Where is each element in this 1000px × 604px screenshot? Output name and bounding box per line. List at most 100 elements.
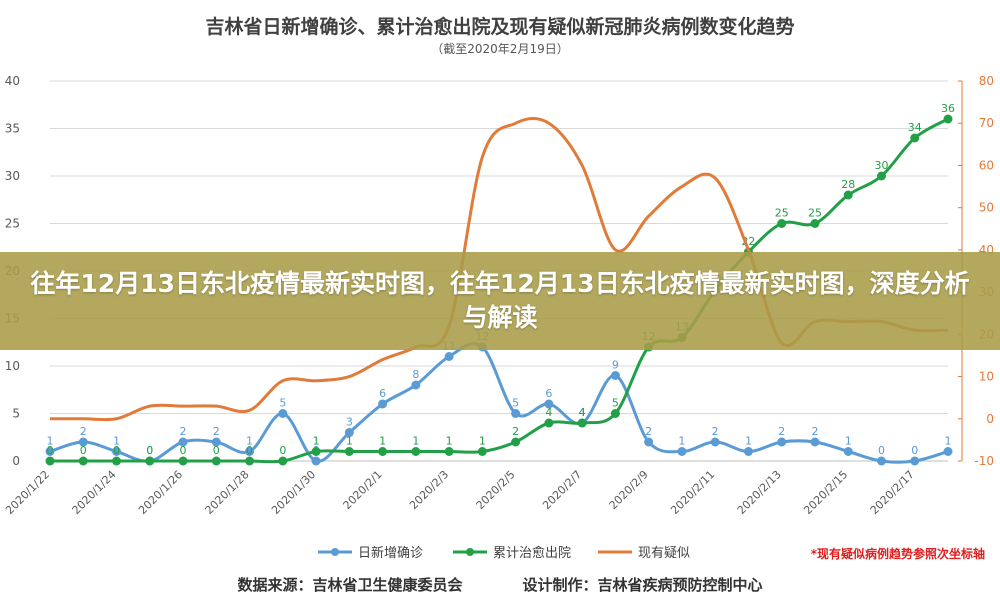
data-point (577, 418, 587, 428)
data-label: 1 (47, 435, 54, 448)
data-label: 1 (479, 435, 486, 448)
data-label: 0 (213, 444, 220, 457)
data-label: 2 (712, 425, 719, 438)
y-tick-label: 35 (5, 122, 20, 136)
y2-tick-label: -10 (974, 454, 994, 468)
data-point (511, 437, 521, 447)
data-point (610, 409, 620, 418)
y2-tick-label: 80 (979, 74, 994, 88)
data-label: 0 (113, 444, 120, 457)
y2-tick-label: 50 (979, 201, 994, 215)
data-label: 0 (279, 444, 286, 457)
data-label: 34 (908, 121, 922, 134)
data-label: 6 (379, 387, 386, 400)
data-label: 25 (775, 207, 789, 220)
data-label: 0 (80, 444, 87, 457)
y2-tick-label: 10 (979, 370, 994, 384)
data-label: 1 (113, 435, 120, 448)
data-point (411, 447, 421, 456)
data-label: 3 (346, 416, 353, 429)
data-label: 5 (512, 397, 519, 410)
data-label: 2 (213, 425, 220, 438)
data-point (810, 437, 820, 447)
chart-title: 吉林省日新增确诊、累计治愈出院及现有疑似新冠肺炎病例数变化趋势 (205, 15, 794, 38)
data-point (843, 190, 853, 200)
data-point (178, 456, 188, 466)
data-point (311, 447, 321, 456)
data-point (278, 456, 288, 466)
data-label: 1 (379, 435, 386, 448)
data-label: 2 (645, 425, 652, 438)
data-label: 1 (246, 435, 253, 448)
data-point (943, 447, 953, 456)
data-point (145, 456, 155, 466)
data-point (112, 447, 122, 456)
data-point (710, 437, 720, 447)
x-tick-label: 2020/1/28 (203, 468, 252, 517)
data-point (45, 456, 55, 466)
data-point (544, 418, 554, 428)
data-point (444, 447, 454, 456)
data-label: 0 (146, 444, 153, 457)
headline-banner: 往年12月13日东北疫情最新实时图，往年12月13日东北疫情最新实时图，深度分析… (0, 252, 1000, 350)
data-point (843, 447, 853, 456)
data-point (112, 456, 122, 466)
data-point (311, 456, 321, 466)
legend-label: 现有疑似 (638, 545, 690, 561)
y2-tick-label: 0 (986, 412, 994, 426)
data-label: 25 (808, 207, 822, 220)
data-point (777, 219, 787, 228)
data-label: 0 (146, 444, 153, 457)
y-tick-label: 10 (5, 359, 20, 373)
data-label: 8 (412, 368, 419, 381)
data-point (78, 456, 88, 466)
x-tick-label: 2020/2/5 (474, 468, 518, 512)
data-label: 2 (778, 425, 785, 438)
data-point (810, 219, 820, 228)
data-label: 28 (841, 178, 855, 191)
data-label: 2 (512, 425, 519, 438)
chart-subtitle: （截至2020年2月19日） (431, 42, 568, 56)
data-point (743, 447, 753, 456)
x-tick-label: 2020/2/7 (540, 468, 584, 512)
x-tick-label: 2020/2/3 (407, 468, 451, 512)
data-point (78, 437, 88, 447)
x-tick-label: 2020/2/11 (668, 468, 717, 517)
data-label: 4 (545, 406, 552, 419)
data-label: 30 (874, 159, 888, 172)
data-point (910, 456, 920, 466)
data-label: 2 (180, 425, 187, 438)
data-point (511, 409, 521, 418)
x-tick-label: 2020/2/15 (801, 468, 850, 517)
data-label: 4 (579, 406, 586, 419)
data-point (211, 456, 221, 466)
x-tick-label: 2020/1/24 (70, 468, 119, 517)
data-label: 9 (612, 359, 619, 372)
data-source: 数据来源：吉林省卫生健康委员会 (237, 576, 463, 594)
headline-text: 往年12月13日东北疫情最新实时图，往年12月13日东北疫情最新实时图，深度分析… (30, 269, 970, 332)
data-label: 1 (313, 435, 320, 448)
data-point (876, 171, 886, 181)
data-label: 4 (579, 406, 586, 419)
footer: 数据来源：吉林省卫生健康委员会 设计制作：吉林省疾病预防控制中心 (0, 574, 1000, 595)
y-tick-label: 25 (5, 217, 20, 231)
data-label: 0 (911, 444, 918, 457)
legend-marker (331, 548, 339, 556)
data-point (245, 456, 255, 466)
data-label: 36 (941, 102, 955, 115)
data-point (178, 437, 188, 447)
data-label: 1 (845, 435, 852, 448)
series-line-0 (49, 342, 949, 464)
data-point (378, 447, 388, 456)
data-label: 1 (678, 435, 685, 448)
data-label: 5 (612, 397, 619, 410)
data-label: 0 (878, 444, 885, 457)
data-point (378, 399, 388, 409)
data-label: 5 (279, 397, 286, 410)
data-label: 0 (246, 444, 253, 457)
data-point (943, 114, 953, 124)
y-tick-label: 0 (12, 454, 20, 468)
data-label: 1 (446, 435, 453, 448)
x-tick-label: 2020/1/22 (3, 468, 52, 517)
data-point (544, 399, 554, 409)
